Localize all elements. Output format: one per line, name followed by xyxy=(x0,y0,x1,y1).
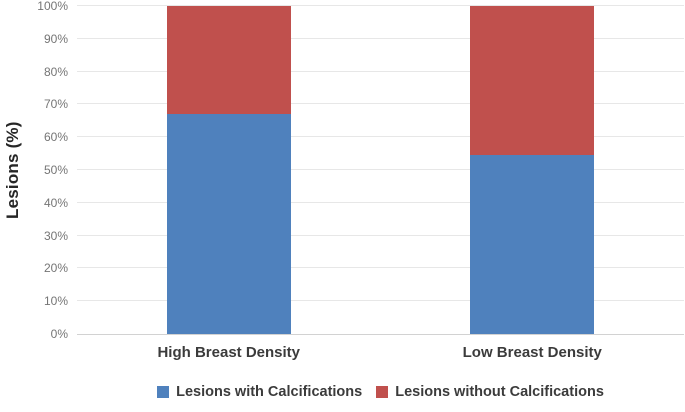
legend-swatch-icon xyxy=(376,386,389,398)
y-tick-label-10: 10% xyxy=(43,294,68,309)
legend-label: Lesions with Calcifications xyxy=(176,384,363,400)
gridline-10 xyxy=(77,300,684,302)
y-tick-label-30: 30% xyxy=(43,228,68,243)
y-tick-label-90: 90% xyxy=(43,31,68,46)
y-tick-label-70: 70% xyxy=(43,97,68,112)
category-label: Low Breast Density xyxy=(462,344,602,361)
category-label: High Breast Density xyxy=(157,344,301,361)
bar-segment xyxy=(166,6,291,115)
x-axis-line xyxy=(77,334,684,335)
legend-item: Lesions without Calcifications xyxy=(376,384,604,400)
gridline-90 xyxy=(77,37,684,39)
y-tick-label-50: 50% xyxy=(43,163,68,177)
gridline-80 xyxy=(77,70,684,72)
legend-item: Lesions with Calcifications xyxy=(157,384,362,400)
y-tick-label-80: 80% xyxy=(43,64,68,79)
y-axis-tick-labels: 0% 10% 20% 30% 40% 50% 60% 70% 80% 90% 100% xyxy=(0,0,68,341)
legend-label: Lesions without Calcifications xyxy=(395,384,604,400)
bar-segment xyxy=(166,114,291,334)
legend: Lesions with Calcifications Lesions witho… xyxy=(77,384,684,400)
y-tick-label-100: 100% xyxy=(37,0,68,13)
gridline-20 xyxy=(77,267,684,269)
gridline-60 xyxy=(77,136,684,138)
bar-1 xyxy=(166,6,291,334)
gridline-70 xyxy=(77,103,684,105)
gridline-50 xyxy=(77,169,684,170)
y-tick-label-20: 20% xyxy=(43,261,68,276)
legend-swatch-icon xyxy=(157,386,170,398)
bar-segment xyxy=(470,155,595,334)
gridline-100 xyxy=(77,5,684,6)
y-tick-label-40: 40% xyxy=(43,195,68,210)
gridline-30 xyxy=(77,234,684,236)
y-tick-label-60: 60% xyxy=(43,130,68,145)
y-tick-label-0: 0% xyxy=(50,327,68,341)
plot-area xyxy=(77,5,684,335)
gridline-40 xyxy=(77,201,684,203)
bar-2 xyxy=(470,6,595,334)
category-axis-labels: High Breast Density Low Breast Density xyxy=(77,344,684,366)
bar-segment xyxy=(470,6,595,156)
